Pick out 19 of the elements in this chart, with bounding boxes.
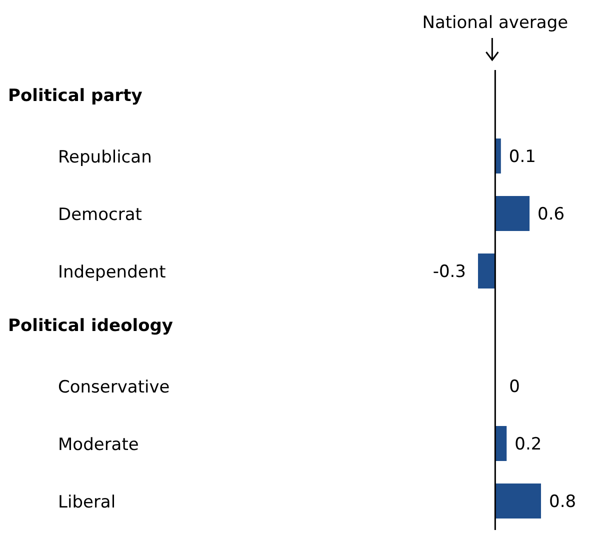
y-tick-label: Independent	[58, 262, 166, 282]
data-label: 0.1	[508, 147, 536, 167]
text: Political ideology	[8, 316, 174, 336]
y-tick-label: Conservative	[58, 377, 170, 398]
data-label: 0.8	[549, 492, 576, 512]
y-tick-label: Democrat	[58, 204, 142, 225]
text: Political party	[8, 86, 142, 106]
data-label: 0.6	[538, 204, 565, 224]
data-label: 0	[509, 377, 520, 397]
ref-line-label: National average	[422, 13, 568, 33]
bar	[495, 196, 530, 231]
y-tick-label: Liberal	[58, 492, 116, 512]
y-tick-label: Moderate	[58, 434, 139, 455]
bar	[495, 484, 541, 518]
y-tick-label: Republican	[58, 147, 152, 168]
data-label: -0.3	[432, 262, 466, 282]
data-label: 0.2	[514, 434, 542, 454]
bar	[478, 254, 496, 288]
bar	[495, 426, 507, 461]
